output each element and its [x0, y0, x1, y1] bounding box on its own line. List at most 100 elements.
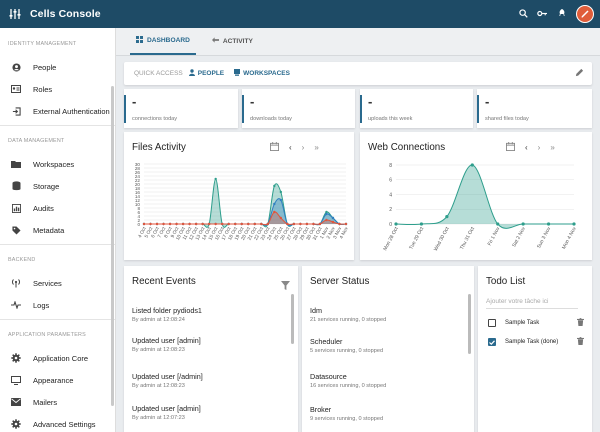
sidebar-item-audits[interactable]: Audits — [0, 197, 115, 219]
sidebar-item-label: Storage — [33, 181, 60, 191]
todo-checkbox-checked[interactable] — [488, 338, 496, 346]
quick-access-bar: QUICK ACCESS PEOPLE WORKSPACES — [124, 62, 592, 85]
tab-label: ACTIVITY — [222, 37, 253, 45]
chevron-left-icon[interactable]: ‹ — [289, 143, 292, 152]
event-item: Updated user [/admin] By admin at 12:08:2… — [132, 372, 203, 389]
quick-link-label: PEOPLE — [197, 70, 225, 77]
double-chevron-right-icon[interactable]: » — [550, 143, 555, 152]
quick-link-workspaces[interactable]: WORKSPACES — [234, 69, 290, 78]
sidebar-item-mailers[interactable]: Mailers — [0, 391, 115, 413]
sidebar-item-storage[interactable]: Storage — [0, 175, 115, 197]
chevron-left-icon[interactable]: ‹ — [525, 143, 528, 152]
series-area — [144, 179, 346, 228]
event-title: Listed folder pydiods1 — [132, 306, 202, 315]
data-point — [279, 216, 283, 220]
card-title: Server Status — [310, 276, 370, 287]
rocket-icon[interactable] — [557, 5, 567, 23]
sidebar-item-external-authentication[interactable]: External Authentication — [0, 100, 115, 122]
arrow-left-icon — [211, 37, 219, 45]
sidebar-item-logs[interactable]: Logs — [0, 294, 115, 316]
chevron-right-icon[interactable]: › — [301, 143, 305, 152]
data-point — [521, 222, 525, 226]
quick-access-label: QUICK ACCESS — [134, 70, 183, 77]
events-scrollbar[interactable] — [291, 294, 294, 344]
sidebar-item-appearance[interactable]: Appearance — [0, 369, 115, 391]
tab-dashboard[interactable]: DASHBOARD — [130, 27, 196, 55]
x-tick-label: Mon 28 Oct — [382, 226, 400, 252]
sidebar-item-application-core[interactable]: Application Core — [0, 347, 115, 369]
sidebar-item-label: Roles — [33, 84, 53, 94]
filter-icon[interactable] — [281, 277, 290, 295]
todo-list-card: Todo List Sample Task Sample Task (done) — [478, 266, 592, 432]
data-point — [234, 222, 237, 226]
data-point — [227, 222, 230, 226]
data-point — [325, 212, 328, 216]
x-tick-label: 7 Oct — [157, 226, 168, 240]
double-chevron-right-icon[interactable]: » — [314, 143, 319, 152]
y-tick-label: 14 — [135, 194, 141, 199]
sidebar-item-people[interactable]: People — [0, 56, 115, 78]
x-tick-label: 2 Nov — [326, 226, 337, 240]
sidebar-scrollbar[interactable] — [111, 86, 114, 406]
chevron-right-icon[interactable]: › — [537, 143, 541, 152]
pencil-icon[interactable] — [575, 68, 584, 79]
stat-card-uploads: - uploads this week — [360, 89, 473, 128]
x-tick-label: 5 Oct — [144, 226, 155, 240]
data-point — [572, 222, 576, 226]
divider — [0, 319, 115, 320]
series-area — [144, 198, 346, 226]
server-services: 5 services running, 0 stopped — [310, 348, 384, 354]
sidebar-item-workspaces[interactable]: Workspaces — [0, 153, 115, 175]
todo-item: Sample Task (done) — [488, 337, 584, 347]
todo-checkbox[interactable] — [488, 319, 496, 327]
id-card-icon — [10, 85, 22, 93]
y-tick-label: 6 — [137, 210, 140, 215]
tab-activity[interactable]: ACTIVITY — [206, 27, 259, 55]
trash-icon[interactable] — [577, 337, 584, 347]
sidebar-item-roles[interactable]: Roles — [0, 78, 115, 100]
menu-sliders-icon[interactable] — [0, 8, 30, 20]
server-name: Scheduler — [310, 337, 343, 346]
data-point — [273, 202, 276, 206]
data-point — [279, 198, 283, 202]
section-title: BACKEND — [8, 257, 36, 263]
event-title: Updated user [/admin] — [132, 372, 203, 381]
sidebar-item-advanced-settings[interactable]: Advanced Settings — [0, 413, 115, 432]
y-tick-label: 8 — [137, 206, 140, 211]
recent-events-card: Recent Events Listed folder pydiods1 By a… — [124, 266, 298, 432]
todo-label: Sample Task (done) — [505, 339, 559, 345]
stat-label: downloads today — [250, 116, 292, 122]
stat-accent-bar — [360, 95, 362, 123]
divider — [0, 125, 115, 126]
calendar-icon[interactable] — [506, 142, 515, 153]
x-tick-label: Tue 29 Oct — [408, 226, 425, 251]
workspace-icon — [234, 69, 241, 78]
todo-input[interactable] — [486, 295, 578, 309]
data-point — [247, 222, 250, 226]
sidebar-item-services[interactable]: Services — [0, 272, 115, 294]
x-tick-label: 9 Oct — [170, 226, 181, 240]
server-scrollbar[interactable] — [468, 294, 471, 354]
monitor-icon — [10, 375, 22, 385]
stat-value: - — [485, 94, 490, 109]
todo-item: Sample Task — [488, 318, 584, 328]
avatar[interactable] — [576, 5, 594, 23]
data-point — [201, 222, 204, 226]
sidebar-item-metadata[interactable]: Metadata — [0, 219, 115, 241]
quick-link-people[interactable]: PEOPLE — [188, 69, 225, 78]
series-line — [395, 164, 574, 229]
calendar-icon[interactable] — [270, 142, 279, 153]
data-point — [279, 190, 283, 194]
key-icon[interactable] — [537, 5, 548, 23]
x-tick-label: 4 Nov — [339, 226, 350, 240]
search-icon[interactable] — [519, 5, 528, 23]
server-services: 21 services running, 0 stopped — [310, 317, 387, 323]
pulse-icon — [10, 301, 22, 309]
trash-icon[interactable] — [577, 318, 584, 328]
y-tick-label: 26 — [135, 170, 141, 175]
y-tick-label: 20 — [135, 182, 141, 187]
chart-controls: ‹ › » — [270, 142, 319, 153]
y-tick-label: 12 — [135, 198, 141, 203]
server-name: Datasource — [310, 372, 347, 381]
